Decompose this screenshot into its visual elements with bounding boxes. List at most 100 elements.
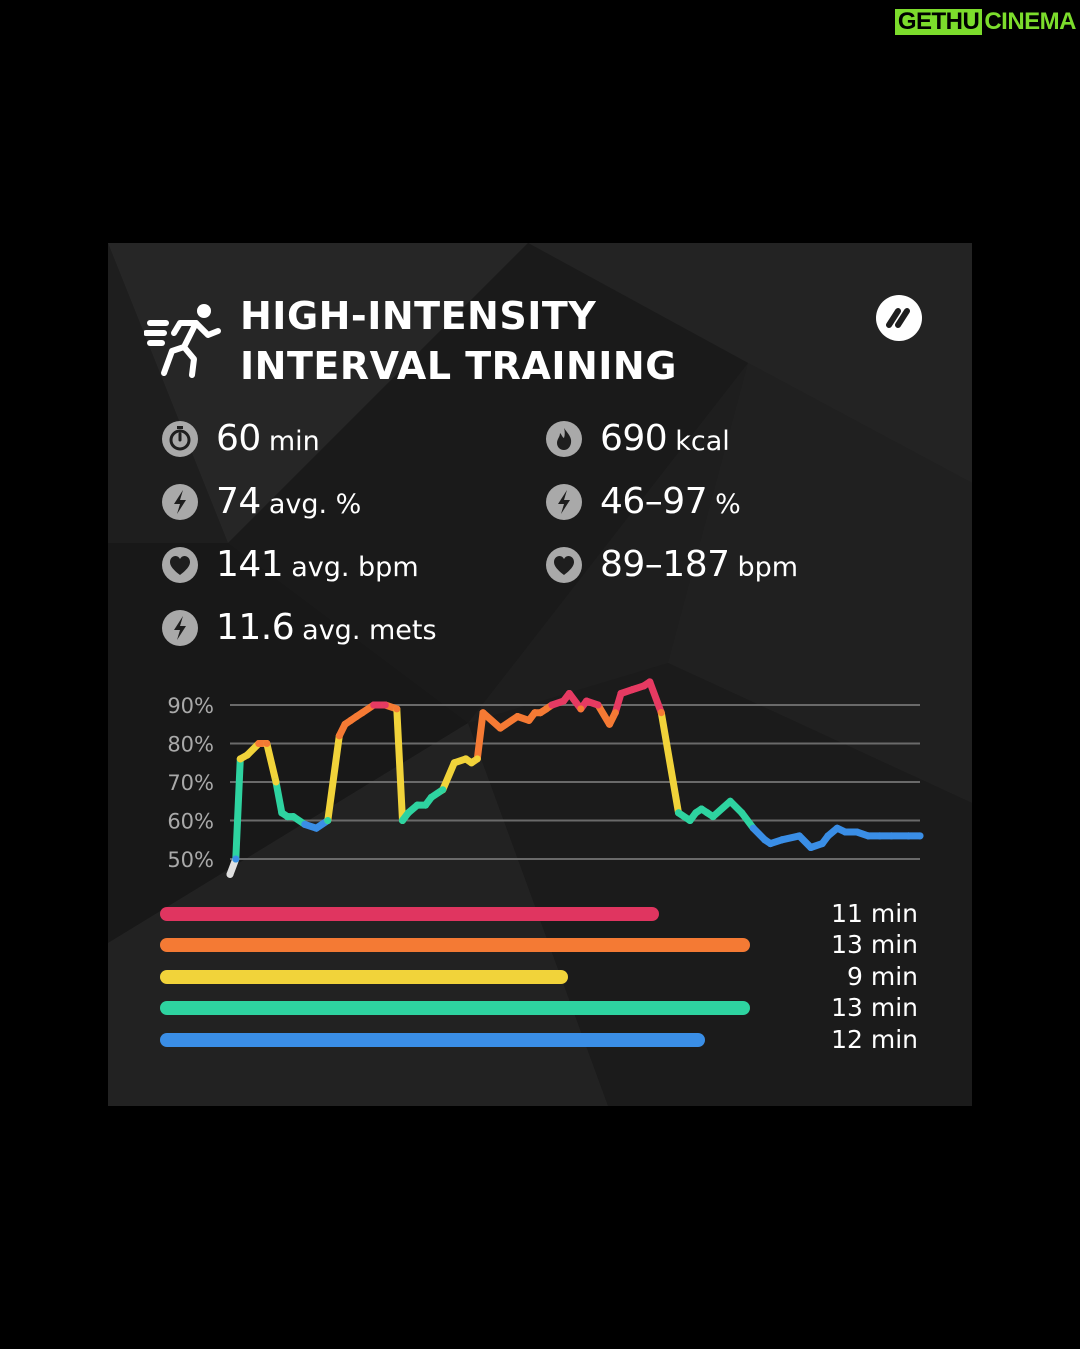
intensity-point	[709, 813, 717, 821]
stat-unit: avg. %	[268, 489, 362, 520]
intensity-point	[255, 740, 263, 747]
intensity-point	[657, 709, 665, 717]
intensity-point	[335, 732, 343, 740]
stat-item: 60 min	[162, 417, 320, 464]
intensity-line-segment	[272, 778, 286, 817]
stat-item: 74 avg. %	[162, 480, 361, 527]
intensity-point	[496, 724, 504, 732]
intensity-point	[525, 716, 533, 724]
intensity-point	[646, 678, 654, 686]
zone-duration-label: 12 min	[831, 1025, 918, 1054]
intensity-point	[617, 690, 625, 697]
intensity-point	[312, 824, 320, 832]
intensity-point	[450, 759, 458, 767]
intensity-point	[514, 713, 521, 720]
intensity-point	[864, 832, 872, 840]
intensity-point	[263, 740, 271, 747]
intensity-point	[606, 720, 613, 728]
intensity-point	[560, 697, 567, 705]
y-tick-label: 70%	[167, 771, 214, 795]
intensity-point	[583, 697, 590, 705]
intensity-point	[675, 809, 682, 817]
intensity-point	[692, 809, 700, 817]
intensity-point	[479, 709, 487, 717]
intensity-line-segment	[324, 732, 343, 824]
intensity-point	[833, 824, 841, 832]
intensity-point	[370, 701, 378, 709]
intensity-point	[905, 832, 912, 840]
intensity-line-segment	[232, 755, 244, 863]
flame-icon	[546, 421, 582, 457]
intensity-point	[341, 720, 349, 728]
intensity-point	[226, 870, 234, 878]
stat-unit: %	[715, 489, 741, 520]
intensity-point	[686, 817, 694, 824]
stat-item: 46–97%	[546, 480, 741, 527]
watermark: GETHU CINEMA	[894, 8, 1076, 36]
intensity-point	[548, 701, 556, 709]
stat-item: 89–187 bpm	[546, 543, 798, 590]
intensity-point	[413, 801, 421, 809]
bolt-icon	[546, 484, 582, 520]
intensity-point	[738, 809, 746, 817]
stat-unit: avg. bpm	[291, 552, 419, 583]
watermark-part-1: GETHU	[894, 9, 983, 35]
intensity-point	[807, 844, 815, 851]
y-tick-label: 60%	[167, 810, 214, 834]
y-tick-label: 50%	[167, 848, 214, 872]
stat-unit: bpm	[737, 552, 799, 583]
intensity-point	[611, 709, 619, 717]
intensity-point	[284, 813, 291, 821]
intensity-point	[876, 832, 884, 840]
intensity-point	[358, 709, 366, 717]
intensity-point	[399, 817, 406, 824]
stat-value: 46–97	[600, 481, 708, 522]
intensity-point	[640, 682, 648, 690]
watermark-part-2: CINEMA	[984, 8, 1076, 35]
zone-bar	[160, 1033, 705, 1047]
intensity-point	[703, 809, 711, 817]
intensity-point	[594, 701, 602, 709]
intensity-point	[278, 809, 286, 817]
workout-title: HIGH-INTENSITY INTERVAL TRAINING	[240, 291, 677, 391]
bolt-icon	[162, 484, 198, 520]
stat-value: 60	[216, 418, 261, 459]
intensity-point	[531, 709, 539, 717]
intensity-line-segment	[263, 740, 280, 786]
intensity-point	[916, 832, 924, 840]
workout-card: HIGH-INTENSITY INTERVAL TRAINING 60 min 69…	[108, 243, 972, 1106]
intensity-point	[767, 840, 774, 848]
intensity-point	[422, 801, 429, 809]
intensity-point	[232, 855, 240, 863]
stat-item: 690 kcal	[546, 417, 730, 464]
workout-title-line-1: HIGH-INTENSITY	[240, 294, 597, 338]
intensity-point	[347, 716, 355, 724]
intensity-point	[473, 755, 481, 763]
heart-icon	[546, 547, 582, 583]
intensity-point	[749, 824, 757, 832]
intensity-point	[761, 836, 769, 844]
intensity-point	[236, 755, 244, 763]
stat-item: 11.6 avg. mets	[162, 606, 437, 653]
stat-value: 11.6	[216, 607, 295, 648]
intensity-point	[778, 836, 786, 844]
intensity-point	[698, 805, 705, 813]
stat-value: 89–187	[600, 544, 730, 585]
zone-bar	[160, 1001, 750, 1015]
stat-value: 690	[600, 418, 668, 459]
bolt-icon	[162, 610, 198, 646]
intensity-point	[439, 786, 447, 794]
intensity-point	[795, 832, 803, 840]
intensity-line-segment	[479, 709, 504, 732]
stat-value: 74	[216, 481, 261, 522]
intensity-point	[542, 705, 550, 713]
intensity-line-segment	[473, 709, 487, 763]
intensity-point	[393, 705, 401, 713]
intensity-point	[353, 713, 360, 720]
zone-duration-label: 13 min	[831, 930, 918, 959]
intensity-point	[324, 817, 332, 824]
intensity-point	[841, 828, 849, 836]
intensity-point	[427, 793, 435, 801]
intensity-point	[726, 797, 734, 805]
intensity-point	[577, 705, 585, 713]
